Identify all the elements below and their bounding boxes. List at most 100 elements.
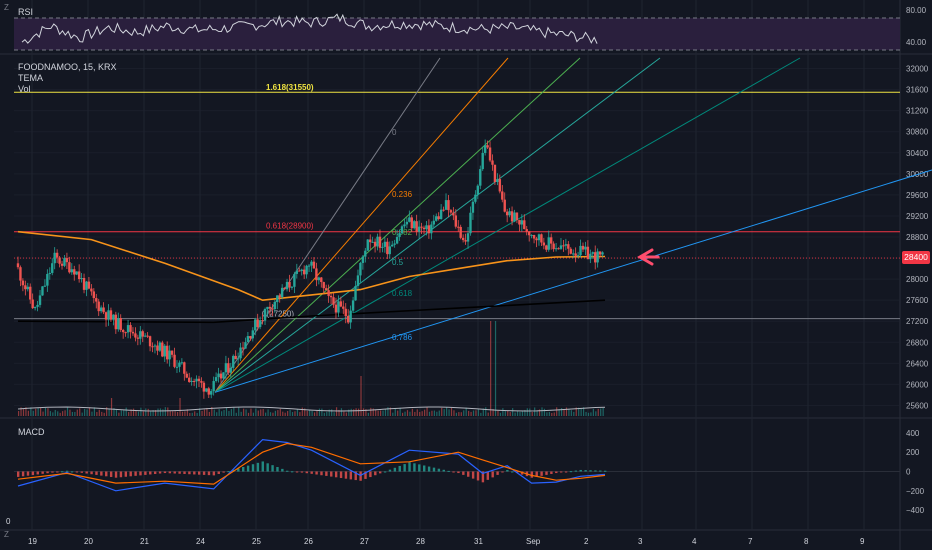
candle-body — [383, 241, 387, 247]
candle-body — [378, 236, 382, 248]
indicator-vol[interactable]: Vol — [18, 84, 31, 94]
x-tick-label: 20 — [84, 537, 93, 546]
candle-body — [486, 145, 489, 148]
macd-histogram-bar — [330, 471, 333, 477]
volume-bar — [57, 411, 59, 416]
macd-histogram-bar — [109, 471, 113, 477]
volume-bar — [250, 408, 252, 416]
macd-histogram-bar — [144, 471, 147, 475]
candle-body — [430, 224, 433, 234]
volume-bar — [157, 408, 159, 416]
candle-body — [459, 226, 462, 238]
volume-bar — [54, 409, 56, 416]
macd-histogram-bar — [559, 471, 563, 473]
volume-bar — [499, 412, 502, 416]
volume-bar — [147, 408, 149, 416]
candle-body — [581, 245, 585, 250]
candle-body — [366, 239, 369, 251]
candle-body — [58, 257, 61, 264]
volume-bar — [40, 407, 42, 416]
volume-bar — [463, 410, 465, 416]
candle-body — [124, 332, 127, 334]
macd-histogram-bar — [511, 471, 514, 473]
x-tick-label: Sep — [526, 537, 541, 546]
volume-bar — [115, 409, 118, 416]
candle-body — [170, 350, 174, 355]
macd-histogram-bar — [418, 464, 421, 472]
macd-histogram-bar — [569, 471, 573, 473]
macd-histogram-bar — [349, 471, 353, 480]
candle-body — [349, 310, 352, 323]
candle-body — [104, 312, 108, 320]
fib-618-label: 0.618(28900) — [266, 222, 314, 231]
candle-body — [234, 355, 237, 360]
candle-body — [195, 378, 198, 382]
volume-bar — [27, 410, 29, 416]
macd-histogram-bar — [369, 471, 372, 478]
indicator-tema[interactable]: TEMA — [18, 73, 44, 83]
candle-body — [339, 301, 343, 307]
corner-left-top: Z — [4, 3, 9, 12]
volume-bar — [42, 411, 44, 416]
volume-bar — [101, 411, 103, 416]
macd-histogram-bar — [432, 467, 436, 472]
candle-body — [601, 252, 604, 255]
macd-histogram-bar — [584, 470, 587, 472]
volume-bar — [468, 410, 470, 416]
fib-fan-label: 0.786 — [392, 333, 413, 342]
volume-bar — [323, 412, 325, 416]
volume-bar — [225, 407, 228, 416]
candle-body — [148, 336, 152, 347]
candle-body — [564, 244, 568, 246]
candle-body — [271, 308, 274, 310]
candle-body — [442, 209, 445, 211]
macd-histogram-bar — [217, 471, 220, 474]
volume-bar — [269, 412, 272, 416]
candle-body — [85, 281, 88, 290]
macd-histogram-bar — [65, 470, 69, 472]
fib-fan-line — [214, 57, 801, 393]
candle-body — [552, 243, 555, 250]
candle-body — [327, 290, 330, 296]
candle-body — [364, 250, 367, 257]
volume-bar — [573, 411, 575, 416]
volume-bar — [181, 411, 184, 416]
macd-histogram-bar — [579, 469, 582, 472]
macd-histogram-bar — [183, 471, 186, 474]
candle-body — [505, 211, 509, 216]
volume-bar — [262, 409, 264, 416]
volume-bar — [353, 409, 355, 416]
candle-body — [254, 319, 257, 331]
volume-bar — [294, 411, 296, 416]
candle-body — [261, 320, 264, 322]
candle-body — [310, 261, 313, 266]
volume-bar — [585, 411, 587, 416]
volume-bar — [560, 408, 563, 416]
arrow-icon — [637, 248, 660, 266]
candle-body — [222, 372, 225, 379]
macd-histogram-bar — [545, 471, 548, 475]
volume-bar — [485, 407, 487, 416]
price-tick-label: 31200 — [906, 107, 929, 116]
macd-histogram-bar — [334, 471, 338, 478]
volume-bar — [247, 412, 250, 416]
volume-bar — [284, 412, 286, 416]
volume-bar — [235, 412, 237, 416]
symbol-title[interactable]: FOODNAMOO, 15, KRX — [18, 62, 117, 72]
volume-bar — [509, 412, 511, 416]
candle-body — [520, 220, 524, 225]
candle-body — [114, 314, 118, 330]
candle-body — [498, 179, 502, 192]
volume-bar — [350, 408, 352, 416]
candle-body — [239, 347, 242, 359]
candle-body — [532, 234, 536, 239]
candle-body — [80, 277, 83, 280]
volume-bar — [167, 407, 169, 416]
volume-bar — [311, 410, 313, 416]
volume-bar — [93, 407, 96, 416]
macd-histogram-bar — [540, 471, 543, 476]
volume-bar — [306, 410, 308, 416]
candle-body — [229, 367, 232, 373]
macd-histogram-bar — [599, 470, 602, 472]
tema-line — [17, 230, 606, 302]
